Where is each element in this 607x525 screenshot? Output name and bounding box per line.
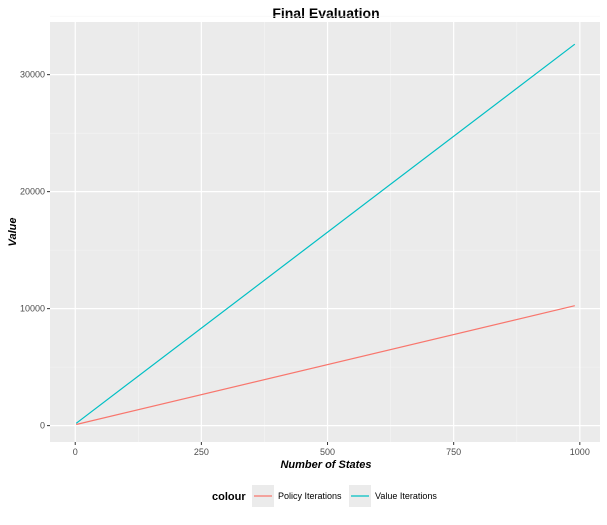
y-tick-label: 10000 [20, 304, 45, 314]
y-tick-label: 20000 [20, 187, 45, 197]
x-tick-label: 1000 [570, 447, 590, 457]
legend-label: Policy Iterations [278, 491, 342, 501]
legend-items: Policy Iterations Value Iterations [252, 485, 437, 507]
x-tick-label: 250 [194, 447, 209, 457]
x-tick-label: 750 [446, 447, 461, 457]
legend-label: Value Iterations [375, 491, 437, 501]
x-tick-label: 0 [73, 447, 78, 457]
series-line-1 [76, 305, 575, 426]
x-tick-label: 500 [320, 447, 335, 457]
series-line-2 [75, 43, 576, 424]
grid [50, 15, 600, 442]
y-axis-title: Value [7, 218, 19, 247]
plot-panel [50, 22, 600, 442]
y-tick-label: 0 [40, 421, 45, 431]
x-axis-title: Number of States [280, 459, 371, 471]
series-layer [75, 43, 576, 426]
chart-title: Final Evaluation [272, 5, 379, 21]
legend: colour Policy Iterations Value Iterations [212, 485, 437, 507]
y-tick-label: 30000 [20, 70, 45, 80]
legend-title: colour [212, 491, 246, 503]
